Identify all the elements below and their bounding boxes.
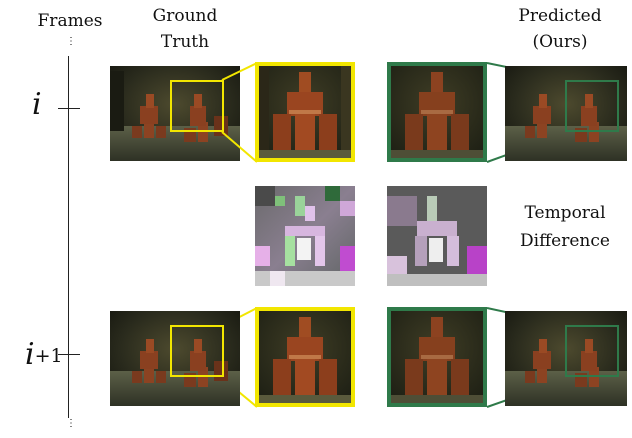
- ground-truth-line-2: Truth: [160, 32, 210, 52]
- predicted-roi-box-i-plus-1: [565, 325, 619, 377]
- frame-i-label: i: [32, 87, 42, 122]
- temporal-difference-line-2: Difference: [520, 231, 610, 251]
- predicted-crop-i: [387, 62, 487, 162]
- frame-i-plus-1-tick: [58, 354, 80, 355]
- temporal-difference-line-1: Temporal: [524, 203, 606, 223]
- predicted-crop-i-plus-1: [387, 307, 487, 407]
- frame-axis: [68, 56, 69, 418]
- ground-truth-crop-i-plus-1: [255, 307, 355, 407]
- predicted-line-1: Predicted: [518, 6, 602, 26]
- frame-i-symbol: i: [25, 337, 35, 372]
- ground-truth-label: Ground Truth: [140, 5, 230, 53]
- predicted-frame-i: [505, 66, 627, 161]
- frames-label: Frames: [37, 11, 103, 31]
- predicted-label: Predicted (Ours): [505, 5, 615, 53]
- ground-truth-frame-i-plus-1: [110, 311, 240, 406]
- frame-i-tick: [58, 108, 80, 109]
- ground-truth-frame-i: [110, 66, 240, 161]
- ground-truth-roi-box-i-plus-1: [170, 325, 224, 377]
- temporal-difference-label: Temporal Difference: [510, 202, 620, 252]
- frame-i-plus-1-label: i+1: [25, 340, 63, 370]
- temporal-difference-predicted: [387, 186, 487, 286]
- frame-plus-one: +1: [34, 345, 63, 367]
- predicted-frame-i-plus-1: [505, 311, 627, 406]
- temporal-difference-ground-truth: [255, 186, 355, 286]
- predicted-roi-box-i: [565, 80, 619, 132]
- ground-truth-line-1: Ground: [152, 6, 218, 26]
- predicted-line-2: (Ours): [532, 32, 588, 52]
- ground-truth-crop-i: [255, 62, 355, 162]
- ground-truth-roi-box-i: [170, 80, 224, 132]
